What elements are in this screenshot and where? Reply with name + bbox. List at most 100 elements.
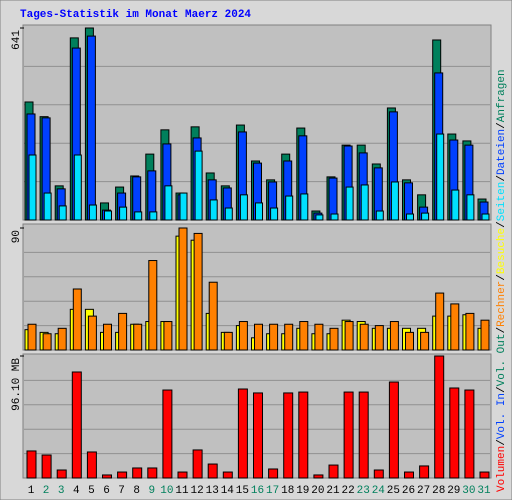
bar bbox=[419, 465, 430, 479]
bar bbox=[405, 331, 414, 351]
bar bbox=[255, 202, 263, 221]
bar bbox=[374, 325, 384, 351]
bar bbox=[359, 323, 369, 351]
bar bbox=[86, 451, 97, 479]
x-tick-label: 19 bbox=[296, 485, 309, 497]
x-tick-label: 5 bbox=[88, 485, 95, 497]
bar bbox=[86, 35, 96, 221]
bar bbox=[103, 323, 112, 351]
bar bbox=[450, 303, 460, 351]
bar bbox=[104, 210, 112, 221]
bar bbox=[239, 194, 248, 221]
legend-entry: Vol. In bbox=[496, 393, 508, 439]
bar bbox=[178, 227, 188, 351]
bar bbox=[134, 211, 143, 221]
bar bbox=[329, 327, 339, 351]
bar bbox=[253, 392, 263, 479]
bar bbox=[43, 192, 52, 221]
legend: Volumen/Vol. In/Vol. Out/Rechner/Besuche… bbox=[496, 69, 508, 492]
bar bbox=[58, 205, 67, 221]
bar bbox=[27, 323, 37, 351]
bar bbox=[148, 260, 158, 351]
bar bbox=[436, 133, 445, 221]
bar bbox=[238, 321, 248, 351]
bar bbox=[270, 207, 279, 221]
bar bbox=[164, 185, 173, 221]
bar bbox=[73, 154, 82, 221]
bar bbox=[224, 207, 233, 221]
legend-separator: / bbox=[496, 175, 508, 182]
bar bbox=[88, 204, 97, 221]
x-tick-label: 13 bbox=[206, 485, 219, 497]
bar bbox=[345, 186, 354, 221]
x-tick-label: 23 bbox=[357, 485, 370, 497]
x-tick-label: 27 bbox=[417, 485, 430, 497]
y-tick-label: 641 bbox=[11, 30, 23, 50]
bar bbox=[223, 331, 233, 351]
bar bbox=[299, 321, 309, 351]
legend-separator: / bbox=[496, 122, 508, 129]
bar bbox=[298, 391, 309, 479]
bar bbox=[149, 211, 158, 221]
bar bbox=[71, 371, 82, 479]
bar bbox=[300, 193, 309, 221]
x-tick-label: 29 bbox=[447, 485, 460, 497]
x-tick-label: 2 bbox=[43, 485, 50, 497]
bar bbox=[117, 471, 128, 479]
x-tick-label: 12 bbox=[190, 485, 203, 497]
bar bbox=[56, 469, 67, 479]
x-tick-label: 20 bbox=[311, 485, 324, 497]
chart-title: Tages-Statistik im Monat Maerz 2024 bbox=[20, 9, 251, 21]
bar bbox=[479, 471, 490, 479]
x-tick-label: 14 bbox=[221, 485, 235, 497]
legend-entry: Rechner bbox=[496, 281, 508, 327]
bar bbox=[406, 213, 414, 221]
legend-separator: / bbox=[496, 327, 508, 334]
bar bbox=[389, 321, 399, 351]
legend-entry: Besuche bbox=[496, 228, 508, 274]
bar bbox=[26, 450, 37, 479]
bar bbox=[373, 469, 384, 479]
bar bbox=[193, 232, 203, 351]
x-tick-label: 15 bbox=[236, 485, 249, 497]
x-tick-label: 6 bbox=[103, 485, 110, 497]
bar bbox=[435, 292, 445, 351]
bar bbox=[375, 210, 384, 221]
bar bbox=[269, 323, 279, 351]
x-tick-label: 16 bbox=[251, 485, 264, 497]
y-tick-label: 90 bbox=[11, 230, 23, 243]
bar bbox=[343, 391, 354, 479]
legend-entry: Volumen bbox=[496, 446, 508, 492]
legend-entry: Anfragen bbox=[496, 69, 508, 122]
bar bbox=[87, 315, 97, 351]
bar bbox=[344, 321, 354, 351]
bar bbox=[28, 154, 37, 221]
bar bbox=[41, 454, 52, 479]
x-tick-label: 11 bbox=[175, 485, 189, 497]
bar bbox=[57, 327, 67, 351]
bar bbox=[283, 392, 294, 479]
x-tick-label: 17 bbox=[266, 485, 279, 497]
bar bbox=[222, 471, 233, 479]
legend-separator: / bbox=[496, 221, 508, 228]
x-tick-label: 3 bbox=[58, 485, 65, 497]
bar bbox=[207, 463, 218, 479]
bar bbox=[285, 195, 294, 221]
bar bbox=[481, 213, 490, 221]
x-tick-label: 28 bbox=[432, 485, 445, 497]
bar bbox=[404, 471, 414, 479]
y-tick-label: 96.10 MB bbox=[11, 358, 23, 411]
bar bbox=[132, 467, 143, 479]
bar bbox=[237, 388, 248, 479]
x-tick-label: 18 bbox=[281, 485, 294, 497]
bar bbox=[451, 189, 460, 221]
bar bbox=[314, 323, 324, 351]
bar bbox=[421, 212, 430, 221]
bar bbox=[177, 471, 188, 479]
x-tick-label: 7 bbox=[118, 485, 125, 497]
x-tick-label: 22 bbox=[341, 485, 354, 497]
bar bbox=[388, 381, 399, 479]
legend-entry: Seiten bbox=[496, 182, 508, 222]
bar bbox=[464, 389, 475, 479]
